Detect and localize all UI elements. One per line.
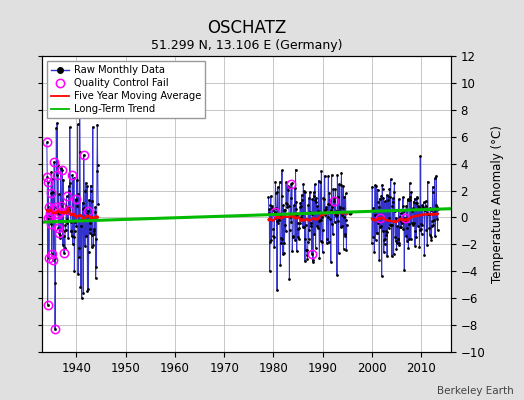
Text: Berkeley Earth: Berkeley Earth xyxy=(437,386,514,396)
Legend: Raw Monthly Data, Quality Control Fail, Five Year Moving Average, Long-Term Tren: Raw Monthly Data, Quality Control Fail, … xyxy=(47,61,205,118)
Text: OSCHATZ: OSCHATZ xyxy=(206,19,286,37)
Y-axis label: Temperature Anomaly (°C): Temperature Anomaly (°C) xyxy=(490,125,504,283)
Text: 51.299 N, 13.106 E (Germany): 51.299 N, 13.106 E (Germany) xyxy=(150,40,342,52)
